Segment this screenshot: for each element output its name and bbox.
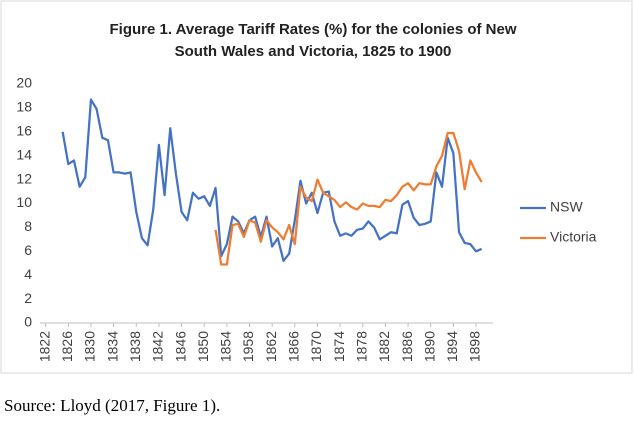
x-tick-label: 1850 [195, 331, 211, 362]
x-tick-label: 1874 [331, 331, 347, 362]
x-tick-label: 1826 [59, 331, 75, 362]
x-tick-label: 1898 [467, 331, 483, 362]
y-tick-label: 0 [24, 314, 32, 330]
y-tick-label: 14 [16, 146, 32, 162]
y-tick-label: 16 [16, 123, 32, 139]
y-tick-label: 10 [16, 194, 32, 210]
y-tick-label: 20 [16, 75, 32, 91]
x-tick-label: 1886 [399, 331, 415, 362]
x-tick-label: 1894 [444, 331, 460, 362]
x-tick-label: 1958 [240, 331, 256, 362]
x-tick-label: 1834 [104, 331, 120, 362]
y-tick-label: 6 [24, 242, 32, 258]
series-line [214, 131, 483, 266]
x-tick-label: 1862 [263, 331, 279, 362]
y-tick-label: 4 [24, 266, 32, 282]
x-tick-label: 1890 [421, 331, 437, 362]
source-note: Source: Lloyd (2017, Figure 1). [4, 396, 221, 415]
x-tick-label: 1878 [353, 331, 369, 362]
x-tick-label: 1854 [218, 331, 234, 362]
y-tick-label: 8 [24, 218, 32, 234]
x-tick-label: 1822 [36, 331, 52, 362]
y-tick-label: 2 [24, 290, 32, 306]
x-tick-label: 1846 [172, 331, 188, 362]
chart-title: South Wales and Victoria, 1825 to 1900 [175, 43, 452, 60]
chart-title: Figure 1. Average Tariff Rates (%) for t… [109, 21, 516, 38]
legend-label: Victoria [550, 229, 597, 245]
y-tick-label: 18 [16, 99, 32, 115]
chart: Figure 1. Average Tariff Rates (%) for t… [0, 0, 633, 374]
x-tick-label: 1870 [308, 331, 324, 362]
series-line [61, 98, 483, 262]
x-tick-label: 1830 [82, 331, 98, 362]
x-tick-label: 1882 [376, 331, 392, 362]
legend-label: NSW [550, 199, 583, 215]
x-tick-label: 1842 [150, 331, 166, 362]
x-tick-label: 1838 [127, 331, 143, 362]
x-tick-label: 1866 [286, 331, 302, 362]
y-tick-label: 12 [16, 170, 32, 186]
